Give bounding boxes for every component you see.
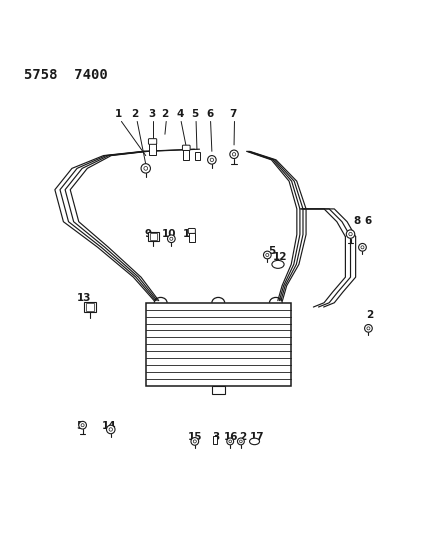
Circle shape [346,230,355,238]
Text: 15: 15 [187,432,202,442]
Text: 10: 10 [162,229,176,239]
Text: 3: 3 [213,432,220,442]
Text: 5758  7400: 5758 7400 [24,68,108,82]
Circle shape [349,232,352,236]
Bar [196,152,200,160]
Circle shape [367,327,370,330]
Text: 16: 16 [224,432,238,442]
Text: 5: 5 [76,421,83,431]
Text: 14: 14 [102,421,117,431]
Circle shape [361,246,364,249]
Text: 13: 13 [77,293,91,303]
FancyBboxPatch shape [182,145,190,150]
Circle shape [170,237,173,240]
Bar [86,303,94,311]
Text: 11: 11 [183,229,198,239]
Circle shape [227,438,234,445]
Circle shape [264,251,271,259]
Text: 2: 2 [366,310,373,320]
Circle shape [210,158,214,161]
Text: 8: 8 [353,216,360,226]
Circle shape [167,235,175,243]
Bar [148,232,159,241]
Circle shape [230,150,238,158]
Circle shape [229,440,232,443]
Circle shape [359,244,366,251]
Bar [84,302,96,312]
Circle shape [109,428,113,431]
Circle shape [79,422,86,429]
Circle shape [141,164,150,173]
Text: 17: 17 [250,432,264,442]
Ellipse shape [250,438,259,445]
Text: 2: 2 [131,109,139,119]
Text: 12: 12 [273,252,287,262]
Bar [213,436,217,443]
Circle shape [107,425,115,434]
Circle shape [81,424,84,427]
Circle shape [266,254,269,256]
Text: 6: 6 [206,109,214,119]
Text: 2: 2 [239,432,246,442]
Bar [183,150,189,160]
Text: 5: 5 [191,109,199,119]
Text: 7: 7 [229,109,237,119]
Circle shape [208,156,216,164]
Circle shape [365,325,372,332]
Bar [189,232,194,242]
Circle shape [238,438,244,445]
Text: 4: 4 [176,109,184,119]
Text: 9: 9 [144,229,152,239]
Bar [212,386,225,394]
Circle shape [232,152,236,156]
Bar [149,143,156,155]
Circle shape [191,438,199,445]
Bar [150,233,157,240]
Bar [146,303,291,386]
Text: 3: 3 [149,109,156,119]
Text: 6: 6 [365,216,372,226]
Text: 1: 1 [114,109,122,119]
Circle shape [240,440,242,443]
Text: 5: 5 [268,246,275,256]
Circle shape [193,440,196,443]
Circle shape [144,166,148,170]
Text: 2: 2 [161,109,169,119]
Ellipse shape [272,261,284,268]
FancyBboxPatch shape [188,229,195,233]
FancyBboxPatch shape [149,139,157,144]
